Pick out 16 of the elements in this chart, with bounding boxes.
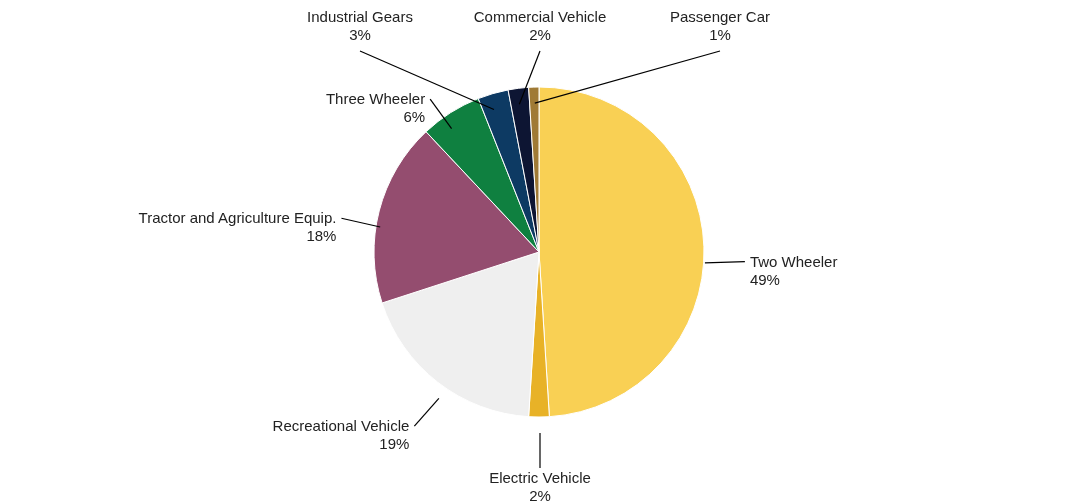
slice-label: Recreational Vehicle (272, 417, 410, 435)
data-label: 6% (403, 108, 426, 126)
data-label: 2% (529, 487, 551, 504)
slice-label: Industrial Gears (307, 8, 413, 25)
data-label: 18% (306, 227, 337, 245)
data-label: 3% (349, 26, 371, 43)
data-label: 19% (379, 435, 410, 453)
data-label: 2% (529, 26, 551, 43)
slice-label: Passenger Car (669, 8, 771, 25)
slice-label: Three Wheeler (325, 90, 426, 108)
data-label: 1% (709, 26, 731, 43)
data-label: 49% (749, 270, 780, 288)
slice-label: Commercial Vehicle (473, 8, 607, 25)
slice-label: Electric Vehicle (489, 469, 591, 486)
slice-label: Two Wheeler (749, 252, 838, 270)
slice-label: Tractor and Agriculture Equip. (138, 209, 337, 227)
